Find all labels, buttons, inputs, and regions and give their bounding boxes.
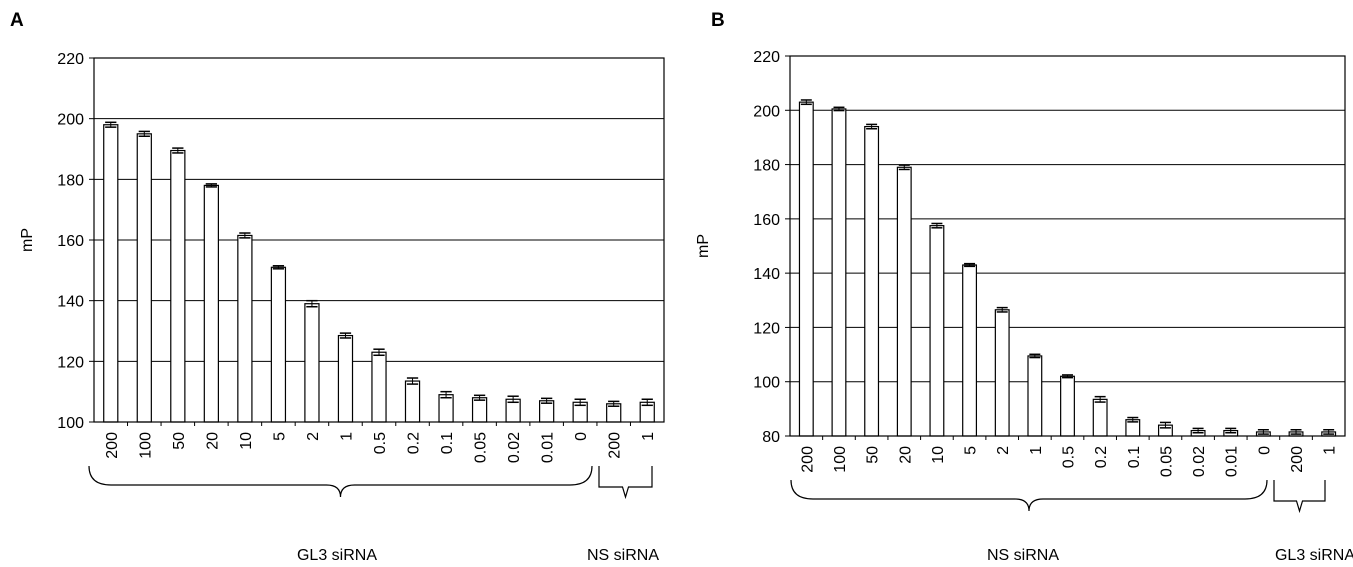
group-brace <box>88 465 593 498</box>
y-tick-label: 80 <box>762 429 780 446</box>
bar <box>371 351 387 423</box>
bar <box>798 101 814 437</box>
group-label: GL3 siRNA <box>1275 547 1353 564</box>
x-tick-label: 10 <box>238 432 255 450</box>
bar <box>170 149 186 423</box>
x-tick-label: 0.2 <box>1093 446 1110 468</box>
bar <box>1027 355 1043 437</box>
x-tick-label: 2 <box>305 432 322 441</box>
bar <box>203 184 219 423</box>
bar <box>103 124 119 423</box>
y-tick-label: 180 <box>57 172 84 189</box>
y-tick-label: 140 <box>753 266 780 283</box>
group-label: NS siRNA <box>987 547 1059 564</box>
x-tick-label: 0.02 <box>506 432 523 463</box>
x-tick-label: 0.1 <box>1126 446 1143 468</box>
y-tick-label: 200 <box>57 112 84 129</box>
y-axis-label: mP <box>695 234 712 258</box>
group-label: GL3 siRNA <box>297 547 377 564</box>
x-tick-label: 200 <box>799 446 816 473</box>
y-tick-label: 160 <box>753 212 780 229</box>
x-tick-label: 100 <box>137 432 154 459</box>
x-tick-label: 10 <box>930 446 947 464</box>
plot-frame <box>789 55 1346 437</box>
bar <box>1060 375 1075 437</box>
y-tick-label: 100 <box>57 415 84 432</box>
x-tick-label: 1 <box>338 432 355 441</box>
x-tick-label: 0.2 <box>406 432 423 454</box>
x-tick-label: 5 <box>963 446 980 455</box>
bar <box>962 264 978 437</box>
y-tick-label: 220 <box>57 51 84 68</box>
y-tick-label: 160 <box>57 233 84 250</box>
y-tick-label: 120 <box>753 320 780 337</box>
group-brace <box>598 466 653 500</box>
x-tick-label: 50 <box>171 432 188 450</box>
bar <box>237 234 253 423</box>
panel-label: A <box>10 10 24 31</box>
x-tick-label: 0.05 <box>1158 446 1175 477</box>
x-tick-label: 50 <box>865 446 882 464</box>
x-tick-label: 200 <box>104 432 121 459</box>
x-tick-label: 0.5 <box>1061 446 1078 468</box>
panel-label: B <box>711 10 725 31</box>
bar <box>471 397 488 423</box>
x-tick-label: 100 <box>832 446 849 473</box>
plot-frame <box>93 57 665 423</box>
x-tick-label: 200 <box>1289 446 1306 473</box>
x-tick-label: 20 <box>897 446 914 464</box>
x-tick-label: 0 <box>1256 446 1273 455</box>
x-tick-label: 0.5 <box>372 432 389 454</box>
bar <box>270 266 287 423</box>
x-tick-label: 2 <box>995 446 1012 455</box>
y-tick-label: 220 <box>753 49 780 66</box>
x-tick-label: 0.01 <box>1224 446 1241 477</box>
bar <box>864 125 880 437</box>
bar <box>896 166 912 437</box>
y-tick-label: 120 <box>57 354 84 371</box>
x-tick-label: 0.1 <box>439 432 456 454</box>
group-label: NS siRNA <box>587 547 659 564</box>
bar <box>994 309 1010 437</box>
bar <box>1092 398 1108 437</box>
x-tick-label: 200 <box>607 432 624 459</box>
bar <box>304 303 320 423</box>
bar <box>404 380 421 423</box>
bar <box>438 394 454 423</box>
x-tick-label: 1 <box>640 432 657 441</box>
y-tick-label: 200 <box>753 103 780 120</box>
bar <box>831 108 847 437</box>
bar <box>337 334 354 423</box>
x-tick-label: 1 <box>1322 446 1339 455</box>
x-tick-label: 0 <box>573 432 590 441</box>
bar <box>539 400 555 423</box>
x-tick-label: 20 <box>204 432 221 450</box>
group-brace <box>1273 480 1326 514</box>
bar <box>136 133 152 423</box>
y-axis-label: mP <box>19 228 36 252</box>
y-tick-label: 140 <box>57 294 84 311</box>
y-tick-label: 100 <box>753 375 780 392</box>
x-tick-label: 0.01 <box>540 432 557 463</box>
x-tick-label: 0.02 <box>1191 446 1208 477</box>
x-tick-label: 1 <box>1028 446 1045 455</box>
x-tick-label: 5 <box>271 432 288 441</box>
y-tick-label: 180 <box>753 158 780 175</box>
bar <box>929 225 945 437</box>
x-tick-label: 0.05 <box>473 432 490 463</box>
group-brace <box>790 479 1268 512</box>
